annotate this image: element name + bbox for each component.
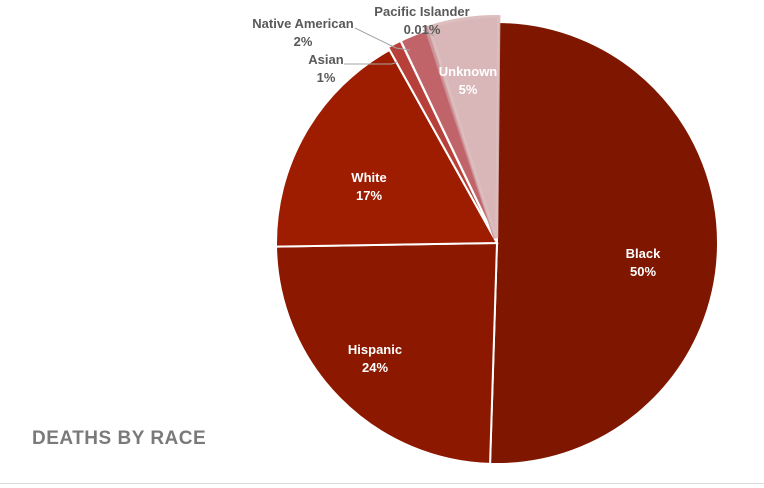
- slice-value-black: 50%: [630, 264, 656, 279]
- slice-white: [275, 48, 499, 248]
- bottom-divider: [0, 483, 764, 484]
- slice-label-black: Black: [626, 246, 661, 261]
- slice-value-pacific-islander: 0.01%: [404, 22, 441, 37]
- slice-hispanic: [275, 241, 499, 465]
- slice-outline-unknown: [426, 15, 501, 239]
- slice-value-native-american: 2%: [294, 34, 313, 49]
- slice-label-unknown: Unknown: [439, 64, 498, 79]
- slice-label-white: White: [351, 170, 386, 185]
- slice-value-asian: 1%: [317, 70, 336, 85]
- slice-black: [489, 20, 719, 465]
- slice-label-asian: Asian: [308, 52, 343, 67]
- leader-line-pacific-islander: [422, 29, 435, 37]
- slice-label-pacific-islander: Pacific Islander: [374, 4, 469, 19]
- leader-line-native-american: [354, 27, 411, 51]
- leader-line-asian: [344, 61, 398, 65]
- slice-label-hispanic: Hispanic: [348, 342, 402, 357]
- slice-value-white: 17%: [356, 188, 382, 203]
- slice-value-hispanic: 24%: [362, 360, 388, 375]
- chart-title: DEATHS BY RACE: [32, 428, 207, 449]
- slice-label-native-american: Native American: [252, 16, 353, 31]
- slice-value-unknown: 5%: [459, 82, 478, 97]
